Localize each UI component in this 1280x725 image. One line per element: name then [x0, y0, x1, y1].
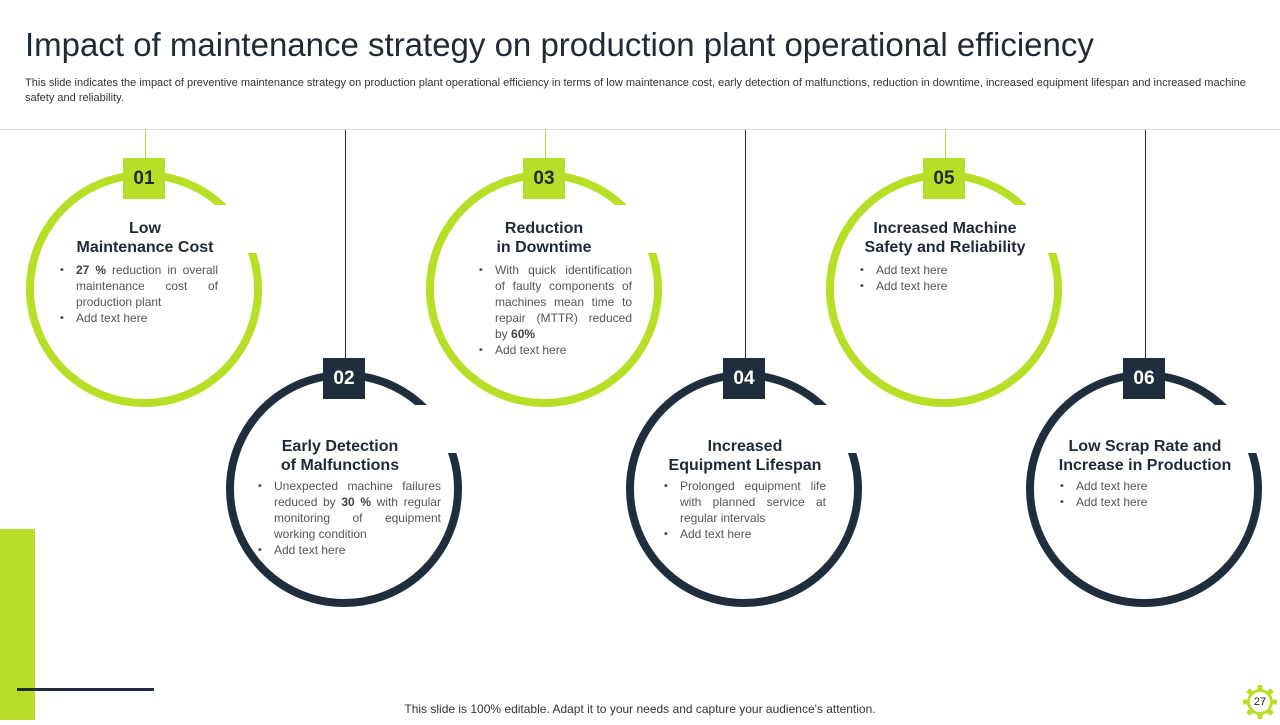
bullet-list-02: Unexpected machine failures reduced by 3…: [258, 478, 441, 558]
badge-04: 04: [723, 358, 765, 399]
list-item: Add text here: [664, 526, 826, 542]
bottom-rule: [17, 688, 154, 691]
ring-gap-06: [1214, 405, 1262, 453]
ring-gap-03: [614, 205, 662, 253]
connector-line-02: [345, 130, 346, 358]
badge-03: 03: [523, 158, 565, 199]
connector-line-06: [1145, 130, 1146, 358]
badge-05: 05: [923, 158, 965, 199]
connector-line-05: [945, 130, 946, 158]
footer-note: This slide is 100% editable. Adapt it to…: [404, 702, 876, 716]
accent-side-bar: [0, 529, 35, 720]
card-title-02: Early Detection of Malfunctions: [280, 438, 400, 474]
ring-gap-04: [814, 405, 862, 453]
connector-line-03: [545, 130, 546, 158]
list-item: Add text here: [60, 310, 218, 326]
ring-gap-02: [414, 405, 462, 453]
list-item: Add text here: [1060, 478, 1210, 494]
ring-gap-05: [1014, 205, 1062, 253]
list-item: Add text here: [1060, 494, 1210, 510]
list-item: Add text here: [860, 262, 1010, 278]
bullet-list-01: 27 % reduction in overall maintenance co…: [60, 262, 218, 326]
bullet-list-06: Add text here Add text here: [1060, 478, 1210, 510]
list-item: Prolonged equipment life with planned se…: [664, 478, 826, 526]
badge-02: 02: [323, 358, 365, 399]
gear-icon: [1243, 685, 1277, 719]
slide-subtitle: This slide indicates the impact of preve…: [25, 77, 1246, 104]
card-title-06: Low Scrap Rate and Increase in Production: [1058, 438, 1232, 474]
bullet-list-05: Add text here Add text here: [860, 262, 1010, 294]
card-title-04: Increased Equipment Lifespan: [668, 438, 822, 474]
badge-06: 06: [1123, 358, 1165, 399]
list-item: With quick identification of faulty comp…: [479, 262, 632, 342]
bullet-list-03: With quick identification of faulty comp…: [479, 262, 632, 358]
card-title-01: Low Maintenance Cost: [76, 220, 214, 256]
ring-gap-01: [214, 205, 262, 253]
page-number-badge: 27: [1242, 684, 1278, 720]
card-title-03: Reduction in Downtime: [496, 220, 592, 256]
header-divider: [0, 129, 1280, 130]
list-item: Add text here: [479, 342, 632, 358]
badge-01: 01: [123, 158, 165, 199]
list-item: Unexpected machine failures reduced by 3…: [258, 478, 441, 542]
card-title-05: Increased Machine Safety and Reliability: [864, 220, 1026, 256]
connector-line-01: [145, 130, 146, 158]
slide-title: Impact of maintenance strategy on produc…: [25, 26, 1094, 63]
list-item: Add text here: [860, 278, 1010, 294]
connector-line-04: [745, 130, 746, 358]
page-number: 27: [1253, 696, 1267, 708]
bullet-list-04: Prolonged equipment life with planned se…: [664, 478, 826, 542]
list-item: 27 % reduction in overall maintenance co…: [60, 262, 218, 310]
list-item: Add text here: [258, 542, 441, 558]
